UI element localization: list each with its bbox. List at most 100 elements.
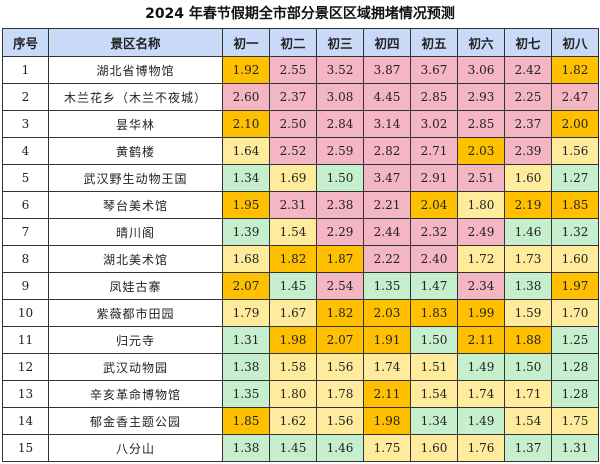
congestion-value-cell: 1.80 [457, 191, 505, 219]
scenic-spot-name: 琴台美术馆 [48, 191, 223, 219]
congestion-value-cell: 1.45 [269, 434, 317, 462]
congestion-value-cell: 1.56 [316, 353, 364, 381]
congestion-value-cell: 1.32 [551, 218, 599, 246]
congestion-value-cell: 1.74 [457, 380, 505, 408]
congestion-value-cell: 1.34 [222, 164, 270, 192]
row-number: 8 [2, 245, 49, 273]
congestion-value-cell: 1.80 [269, 380, 317, 408]
congestion-value-cell: 1.69 [269, 164, 317, 192]
congestion-value-cell: 1.72 [457, 245, 505, 273]
congestion-value-cell: 2.03 [457, 137, 505, 165]
table-row: 14 郁金香主题公园 1.85 1.62 1.56 1.98 1.34 1.49 1.54 1.7… [2, 407, 599, 435]
congestion-value-cell: 1.56 [551, 137, 599, 165]
congestion-value-cell: 1.58 [269, 353, 317, 381]
column-header: 初二 [269, 28, 317, 57]
table-row: 12 武汉动物园 1.38 1.58 1.56 1.74 1.51 1.49 1.50 1.28 [2, 353, 599, 381]
congestion-value-cell: 1.49 [457, 353, 505, 381]
congestion-value-cell: 1.28 [551, 380, 599, 408]
congestion-value-cell: 1.25 [551, 326, 599, 354]
congestion-value-cell: 2.04 [410, 191, 458, 219]
congestion-value-cell: 2.19 [504, 191, 552, 219]
congestion-value-cell: 1.91 [363, 326, 411, 354]
congestion-value-cell: 1.37 [504, 434, 552, 462]
scenic-spot-name: 武汉动物园 [48, 353, 223, 381]
congestion-value-cell: 1.56 [316, 407, 364, 435]
congestion-value-cell: 1.54 [269, 218, 317, 246]
congestion-value-cell: 1.75 [551, 407, 599, 435]
congestion-value-cell: 3.02 [410, 110, 458, 138]
congestion-value-cell: 1.31 [222, 326, 270, 354]
column-header: 初三 [316, 28, 364, 57]
column-header: 景区名称 [48, 28, 223, 57]
scenic-spot-name: 湖北省博物馆 [48, 56, 223, 84]
congestion-value-cell: 2.40 [410, 245, 458, 273]
congestion-value-cell: 2.82 [363, 137, 411, 165]
congestion-value-cell: 1.35 [363, 272, 411, 300]
congestion-value-cell: 1.50 [410, 326, 458, 354]
congestion-value-cell: 1.34 [410, 407, 458, 435]
congestion-value-cell: 1.46 [504, 218, 552, 246]
congestion-value-cell: 2.07 [222, 272, 270, 300]
congestion-value-cell: 1.98 [363, 407, 411, 435]
congestion-value-cell: 1.99 [457, 299, 505, 327]
congestion-value-cell: 2.29 [316, 218, 364, 246]
congestion-value-cell: 1.76 [457, 434, 505, 462]
congestion-value-cell: 1.60 [410, 434, 458, 462]
congestion-value-cell: 2.60 [222, 83, 270, 111]
page-title: 2024 年春节假期全市部分景区区域拥堵情况预测 [145, 6, 455, 22]
scenic-spot-name: 木兰花乡（木兰不夜城） [48, 83, 223, 111]
congestion-value-cell: 1.71 [504, 380, 552, 408]
congestion-value-cell: 1.49 [457, 407, 505, 435]
scenic-spot-name: 辛亥革命博物馆 [48, 380, 223, 408]
row-number: 15 [2, 434, 49, 462]
congestion-value-cell: 2.37 [504, 110, 552, 138]
congestion-value-cell: 2.25 [504, 83, 552, 111]
congestion-value-cell: 1.27 [551, 164, 599, 192]
congestion-value-cell: 1.87 [316, 245, 364, 273]
congestion-value-cell: 1.38 [504, 272, 552, 300]
table-row: 8 湖北美术馆 1.68 1.82 1.87 2.22 2.40 1.72 1.73 1.60 [2, 245, 599, 273]
congestion-value-cell: 1.95 [222, 191, 270, 219]
congestion-value-cell: 1.74 [363, 353, 411, 381]
congestion-value-cell: 2.91 [410, 164, 458, 192]
table-row: 11 归元寺 1.31 1.98 2.07 1.91 1.50 2.11 1.88 1.25 [2, 326, 599, 354]
congestion-value-cell: 2.31 [269, 191, 317, 219]
congestion-value-cell: 3.08 [316, 83, 364, 111]
congestion-value-cell: 1.31 [551, 434, 599, 462]
row-number: 9 [2, 272, 49, 300]
congestion-value-cell: 2.44 [363, 218, 411, 246]
congestion-value-cell: 1.50 [316, 164, 364, 192]
scenic-spot-name: 紫薇都市田园 [48, 299, 223, 327]
congestion-value-cell: 3.52 [316, 56, 364, 84]
congestion-value-cell: 1.54 [504, 407, 552, 435]
scenic-spot-name: 归元寺 [48, 326, 223, 354]
congestion-value-cell: 2.00 [551, 110, 599, 138]
scenic-spot-name: 武汉野生动物王国 [48, 164, 223, 192]
congestion-value-cell: 1.67 [269, 299, 317, 327]
table-row: 9 凤娃古寨 2.07 1.45 2.54 1.35 1.47 2.34 1.38 1.97 [2, 272, 599, 300]
column-header: 初七 [504, 28, 552, 57]
table-row: 2 木兰花乡（木兰不夜城） 2.60 2.37 3.08 4.45 2.85 2.93 2.25… [2, 83, 599, 111]
row-number: 6 [2, 191, 49, 219]
congestion-value-cell: 2.07 [316, 326, 364, 354]
table-row: 7 晴川阁 1.39 1.54 2.29 2.44 2.32 2.49 1.46 1.32 [2, 218, 599, 246]
column-header: 初四 [363, 28, 411, 57]
congestion-value-cell: 2.55 [269, 56, 317, 84]
scenic-spot-name: 昙华林 [48, 110, 223, 138]
congestion-value-cell: 1.47 [410, 272, 458, 300]
congestion-value-cell: 1.64 [222, 137, 270, 165]
congestion-value-cell: 3.67 [410, 56, 458, 84]
congestion-value-cell: 1.83 [410, 299, 458, 327]
column-header: 序号 [2, 28, 49, 57]
congestion-value-cell: 2.42 [504, 56, 552, 84]
congestion-value-cell: 1.60 [551, 245, 599, 273]
congestion-value-cell: 2.84 [316, 110, 364, 138]
congestion-value-cell: 1.39 [222, 218, 270, 246]
congestion-value-cell: 1.28 [551, 353, 599, 381]
congestion-value-cell: 3.87 [363, 56, 411, 84]
congestion-value-cell: 2.50 [269, 110, 317, 138]
row-number: 5 [2, 164, 49, 192]
row-number: 4 [2, 137, 49, 165]
congestion-value-cell: 1.38 [222, 434, 270, 462]
